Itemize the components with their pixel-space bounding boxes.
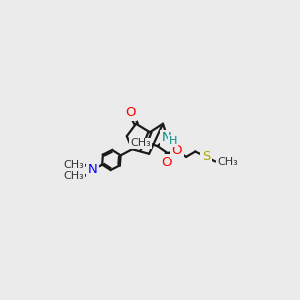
Text: O: O (125, 106, 136, 119)
Text: S: S (202, 150, 210, 164)
Text: H: H (169, 136, 177, 146)
Text: O: O (172, 144, 182, 157)
Text: CH₃: CH₃ (130, 138, 151, 148)
Text: CH₃: CH₃ (63, 171, 84, 181)
Text: CH₃: CH₃ (63, 160, 84, 170)
Text: O: O (161, 156, 171, 169)
Text: CH₃: CH₃ (217, 157, 238, 166)
Text: N: N (88, 164, 98, 176)
Text: N: N (162, 131, 172, 144)
